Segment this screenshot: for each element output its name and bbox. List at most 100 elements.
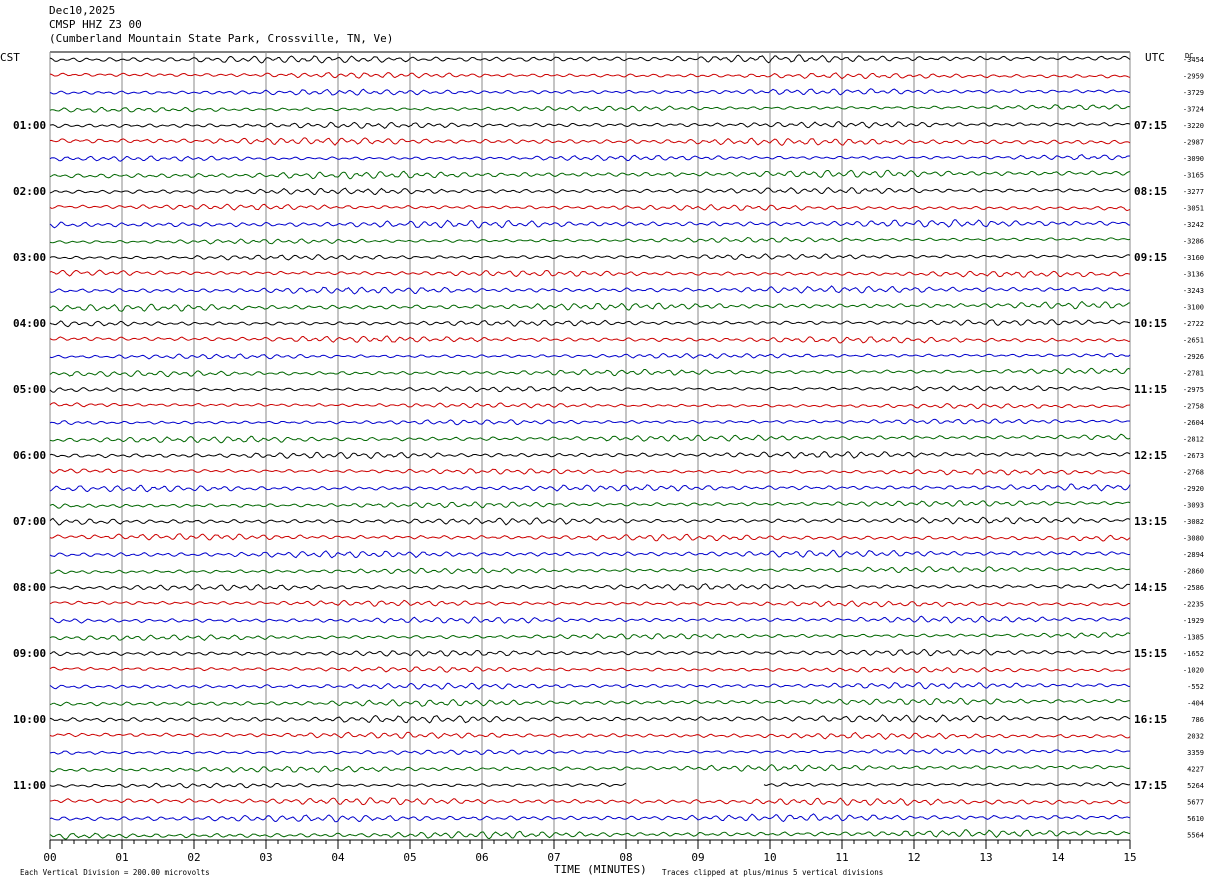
right-hour-label: 09:15 — [1134, 251, 1167, 264]
x-tick-label: 06 — [475, 851, 488, 864]
dc-offset-label: -2781 — [1183, 370, 1204, 378]
seismic-trace — [49, 236, 1131, 245]
seismic-trace — [49, 169, 1131, 180]
dc-offset-label: -552 — [1187, 683, 1204, 691]
dc-offset-label: -3093 — [1183, 502, 1204, 510]
dc-offset-label: 786 — [1191, 716, 1204, 724]
seismic-trace — [49, 666, 1131, 674]
dc-offset-label: -2975 — [1183, 386, 1204, 394]
dc-offset-label: -1020 — [1183, 667, 1204, 675]
right-timezone-label: UTC — [1145, 51, 1165, 64]
x-tick-label: 12 — [907, 851, 920, 864]
x-tick-label: 13 — [979, 851, 992, 864]
seismic-trace — [49, 418, 1131, 426]
right-hour-label: 10:15 — [1134, 317, 1167, 330]
seismic-trace — [49, 781, 1131, 789]
left-hour-label: 08:00 — [13, 581, 46, 594]
seismic-trace — [49, 500, 1131, 509]
dc-offset-label: -2894 — [1183, 551, 1204, 559]
dc-offset-label: -3165 — [1183, 172, 1204, 180]
seismic-trace — [49, 682, 1131, 690]
clip-note: Traces clipped at plus/minus 5 vertical … — [662, 868, 883, 877]
seismic-trace — [49, 285, 1131, 295]
left-hour-label: 02:00 — [13, 185, 46, 198]
right-hour-label: 08:15 — [1134, 185, 1167, 198]
dc-offset-label: -1652 — [1183, 650, 1204, 658]
seismic-trace — [49, 54, 1131, 64]
x-tick-label: 08 — [619, 851, 632, 864]
x-tick-label: 00 — [43, 851, 56, 864]
x-tick-label: 10 — [763, 851, 776, 864]
dc-offset-label: -3243 — [1183, 287, 1204, 295]
dc-offset-label: -3277 — [1183, 188, 1204, 196]
dc-offset-label: -3242 — [1183, 221, 1204, 229]
left-hour-label: 05:00 — [13, 383, 46, 396]
dc-offset-label: -3220 — [1183, 122, 1204, 130]
seismic-trace — [49, 599, 1131, 608]
seismic-trace — [49, 319, 1131, 328]
x-tick-label: 14 — [1051, 851, 1065, 864]
dc-label: DC — [1185, 52, 1193, 60]
dc-offset-label: -3051 — [1183, 205, 1204, 213]
seismic-trace — [49, 120, 1131, 129]
dc-offset-label: 5677 — [1187, 799, 1204, 807]
left-hour-label: 03:00 — [13, 251, 46, 264]
dc-offset-label: -2987 — [1183, 139, 1204, 147]
seismic-trace — [49, 731, 1131, 741]
x-tick-label: 09 — [691, 851, 704, 864]
seismic-trace — [49, 402, 1131, 410]
seismic-trace — [49, 533, 1131, 542]
seismic-trace — [49, 516, 1131, 526]
x-tick-label: 04 — [331, 851, 345, 864]
seismic-trace — [49, 104, 1131, 113]
dc-offset-label: 2032 — [1187, 733, 1204, 741]
location-title: (Cumberland Mountain State Park, Crossvi… — [49, 32, 394, 45]
dc-offset-label: 5564 — [1187, 832, 1204, 840]
seismic-trace — [49, 186, 1131, 196]
left-hour-label: 10:00 — [13, 713, 46, 726]
dc-offset-label: -1385 — [1183, 634, 1204, 642]
dc-offset-label: -2235 — [1183, 601, 1204, 609]
seismic-trace — [49, 433, 1131, 444]
left-hour-label: 11:00 — [13, 779, 46, 792]
seismic-trace — [49, 71, 1131, 80]
dc-offset-label: -2673 — [1183, 452, 1204, 460]
seismic-trace — [49, 615, 1131, 624]
seismic-trace — [49, 483, 1131, 493]
x-axis-ticks: 00 01 02 03 04 05 06 07 08 09 10 11 12 13 14 15 — [43, 839, 1137, 864]
axis-labels: CST UTC DC TIME (MINUTES) Each Vertical … — [0, 51, 1204, 877]
x-tick-label: 01 — [115, 851, 128, 864]
dc-offset-label: -3160 — [1183, 254, 1204, 262]
dc-offset-label: -3729 — [1183, 89, 1204, 97]
right-hour-label: 14:15 — [1134, 581, 1167, 594]
seismic-trace — [49, 468, 1131, 476]
seismic-trace — [49, 549, 1131, 559]
dc-offset-label: -2758 — [1183, 403, 1204, 411]
time-grid — [49, 51, 1131, 840]
right-hour-label: 07:15 — [1134, 119, 1167, 132]
right-hour-label: 17:15 — [1134, 779, 1167, 792]
seismic-trace — [49, 367, 1131, 378]
right-hour-label: 15:15 — [1134, 647, 1167, 660]
seismic-trace — [49, 385, 1131, 393]
x-tick-label: 05 — [403, 851, 416, 864]
seismic-trace — [49, 88, 1131, 96]
seismic-trace — [49, 269, 1131, 278]
dc-offset-label: -3100 — [1183, 304, 1204, 312]
dc-offset-label: -3090 — [1183, 155, 1204, 163]
seismic-trace — [49, 566, 1131, 575]
left-hour-label: 06:00 — [13, 449, 46, 462]
seismic-trace — [49, 632, 1131, 642]
seismic-trace — [49, 253, 1131, 261]
dc-offset-label: -2926 — [1183, 353, 1204, 361]
x-tick-label: 02 — [187, 851, 200, 864]
dc-offset-label: -2722 — [1183, 320, 1204, 328]
left-timezone-label: CST — [0, 51, 20, 64]
dc-offset-label: -3286 — [1183, 238, 1204, 246]
dc-offset-label: -2920 — [1183, 485, 1204, 493]
seismic-trace — [49, 697, 1131, 707]
dc-offset-label: -2651 — [1183, 337, 1204, 345]
date-title: Dec10,2025 — [49, 4, 116, 17]
dc-offset-label: -3080 — [1183, 535, 1204, 543]
